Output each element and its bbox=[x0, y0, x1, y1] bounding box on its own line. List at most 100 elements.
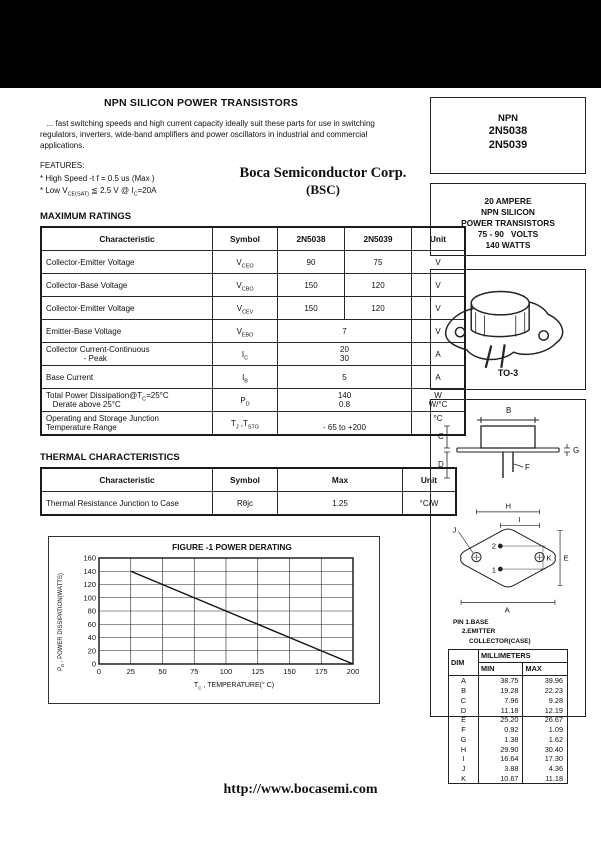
table-cell: 26.67 bbox=[522, 714, 568, 725]
table-cell: 11.18 bbox=[522, 773, 568, 784]
table-cell: PD bbox=[212, 388, 278, 413]
table-cell: VCEV bbox=[212, 296, 278, 321]
table-cell: 39.96 bbox=[522, 675, 568, 686]
thermal-tbody: Thermal Resistance Junction to Case Rθjc 1… bbox=[40, 491, 457, 516]
chart-tick-label: 20 bbox=[88, 647, 96, 656]
table-cell: Total Power Dissipation@TC=25°C Derate a… bbox=[40, 388, 213, 413]
table-cell: 1.38 bbox=[477, 734, 524, 745]
outline-drawing-box: B C D G F H I bbox=[430, 399, 586, 785]
table-cell: 1.62 bbox=[522, 734, 568, 745]
table-cell: Collector-Emitter Voltage bbox=[40, 250, 213, 275]
table-row: K 10.67 11.18 bbox=[448, 773, 568, 784]
table-cell: 120 bbox=[344, 273, 412, 298]
features-block: FEATURES: * High Speed -t f = 0.5 us (Ma… bbox=[40, 160, 218, 198]
pin-assignment-note: PIN 1.BASE 2.EMITTER COLLECTOR(CASE) bbox=[453, 618, 585, 646]
dim-label-a: A bbox=[505, 606, 511, 615]
dim-label-c: C bbox=[438, 432, 444, 441]
thermal-heading: THERMAL CHARACTERISTICS bbox=[40, 452, 180, 464]
chart-y-axis-label: PD , POWER DISSIPATION(WATTS) bbox=[58, 573, 66, 672]
chart-tick-label: 40 bbox=[88, 634, 96, 643]
chart-area: 0 25 50 75 100 125 150 175 200 0 20 40 60 80 100 120 140… bbox=[61, 552, 379, 684]
table-cell: B bbox=[448, 685, 479, 696]
chart-tick-label: 160 bbox=[83, 554, 96, 563]
pin-2-label: 2 bbox=[492, 542, 496, 551]
table-row: Thermal Resistance Junction to Case Rθjc 1… bbox=[40, 491, 457, 516]
feature-item: * High Speed -t f = 0.5 us (Max ) bbox=[40, 174, 155, 184]
table-cell: 11.18 bbox=[477, 705, 524, 715]
summary-line: 20 AMPERE bbox=[484, 196, 532, 206]
table-cell: 12.19 bbox=[522, 705, 568, 715]
table-row: E 25.20 26.67 bbox=[448, 714, 568, 725]
table-cell: 150 bbox=[277, 296, 345, 321]
table-cell: 38.75 bbox=[477, 675, 524, 686]
dim-label-k: K bbox=[546, 554, 552, 563]
table-cell: Operating and Storage Junction Temperatur… bbox=[40, 411, 213, 436]
table-cell: 4.36 bbox=[522, 763, 568, 774]
max-ratings-tbody: Collector-Emitter Voltage VCEO 90 75 V Collec… bbox=[40, 250, 466, 436]
dim-label-i: I bbox=[518, 515, 520, 524]
figure-title: FIGURE -1 POWER DERATING bbox=[172, 542, 292, 553]
table-cell: C bbox=[448, 695, 479, 706]
power-derating-figure: FIGURE -1 POWER DERATING PD , POWER DISS… bbox=[48, 536, 380, 705]
table-header-row: DIM MILLIMETERS bbox=[448, 648, 568, 676]
table-cell: 140 0.8 bbox=[277, 388, 412, 413]
table-row: Operating and Storage Junction Temperatur… bbox=[40, 411, 466, 436]
summary-line: POWER TRANSISTORS bbox=[461, 218, 555, 229]
chart-tick-label: 25 bbox=[127, 667, 135, 676]
chart-tick-label: 50 bbox=[158, 667, 166, 676]
dim-label-j: J bbox=[453, 525, 457, 534]
dim-label-f: F bbox=[525, 463, 530, 472]
features-heading: FEATURES: bbox=[40, 161, 85, 171]
chart-tick-label: 125 bbox=[251, 667, 264, 676]
table-row: B 19.28 22.23 bbox=[448, 685, 568, 696]
col-header-unit: Unit bbox=[402, 467, 457, 493]
table-cell: VCBO bbox=[212, 273, 278, 298]
table-cell: G bbox=[448, 734, 479, 745]
table-cell: D bbox=[448, 705, 479, 715]
table-cell: 17.30 bbox=[522, 754, 568, 764]
company-name-block: Boca Semiconductor Corp. (BSC) bbox=[218, 164, 428, 198]
table-cell: 22.23 bbox=[522, 685, 568, 696]
part-number: 2N5038 bbox=[488, 125, 528, 137]
pin-note-line: PIN 1.BASE bbox=[453, 619, 489, 626]
table-row: C 7.96 9.28 bbox=[448, 695, 568, 706]
table-cell: 16.64 bbox=[477, 754, 524, 764]
table-row: Collector Current-Continuous - Peak IC 20 3… bbox=[40, 342, 466, 367]
col-header-2n5038: 2N5038 bbox=[277, 226, 345, 252]
table-row: Emitter-Base Voltage VEBO 7 V bbox=[40, 319, 466, 344]
table-cell: 75 bbox=[344, 250, 412, 275]
table-header-row: Characteristic Symbol Max Unit bbox=[40, 467, 457, 493]
table-cell: Collector-Emitter Voltage bbox=[40, 296, 213, 321]
table-row: F 0.92 1.09 bbox=[448, 724, 568, 735]
table-cell: J bbox=[448, 763, 479, 774]
footer-url[interactable]: http://www.bocasemi.com bbox=[223, 782, 378, 797]
summary-line: NPN SILICON bbox=[481, 207, 535, 218]
table-cell: - 65 to +200 bbox=[277, 411, 412, 436]
table-cell: Base Current bbox=[40, 365, 213, 390]
table-cell: TJ ,TSTG bbox=[212, 411, 278, 436]
table-row: D 11.18 12.19 bbox=[448, 705, 568, 715]
dim-label-h: H bbox=[505, 501, 511, 510]
chart-tick-label: 0 bbox=[97, 667, 101, 676]
top-black-band bbox=[0, 0, 601, 88]
chart-tick-label: 120 bbox=[83, 581, 96, 590]
bottom-view-drawing: H I 2 1 J K E A bbox=[453, 501, 569, 615]
feature-item: * Low VCE(SAT) ≦ 2.5 V @ IC=20A bbox=[40, 186, 157, 198]
summary-box: 20 AMPERE NPN SILICON POWER TRANSISTORS … bbox=[430, 183, 586, 256]
table-cell: Thermal Resistance Junction to Case bbox=[40, 491, 213, 516]
chart-tick-label: 100 bbox=[83, 594, 96, 603]
table-row: Base Current IB 5 A bbox=[40, 365, 466, 390]
table-row: I 16.64 17.30 bbox=[448, 754, 568, 764]
summary-line: 140 WATTS bbox=[485, 240, 531, 251]
company-abbreviation: (BSC) bbox=[306, 182, 340, 198]
table-row: G 1.38 1.62 bbox=[448, 734, 568, 745]
dim-label-d: D bbox=[438, 460, 444, 469]
pin-note-line: COLLECTOR(CASE) bbox=[453, 637, 531, 645]
table-cell: E bbox=[448, 714, 479, 725]
chart-plot-border bbox=[98, 557, 354, 666]
company-name: Boca Semiconductor Corp. bbox=[239, 165, 407, 182]
part-number: 2N5039 bbox=[488, 139, 528, 152]
table-cell: VCEO bbox=[212, 250, 278, 275]
chart-tick-label: 140 bbox=[83, 567, 96, 576]
